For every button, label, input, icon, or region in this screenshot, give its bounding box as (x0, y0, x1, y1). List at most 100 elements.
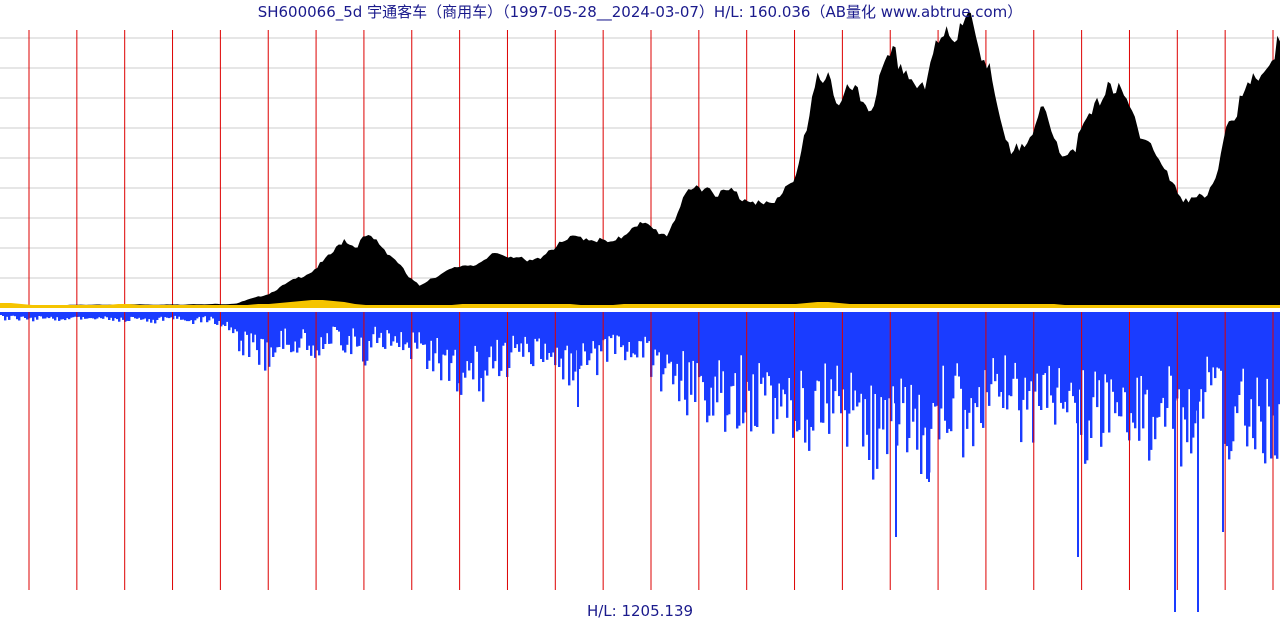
volume-bar (910, 312, 913, 385)
volume-bar (242, 312, 245, 356)
volume-bar (842, 312, 845, 390)
volume-bar (336, 312, 339, 330)
volume-bar (1092, 312, 1095, 398)
volume-bar (164, 312, 167, 318)
volume-bar (408, 312, 411, 348)
volume-bar (762, 312, 765, 378)
volume-bar (1016, 312, 1019, 379)
volume-bar (224, 312, 227, 326)
volume-bar (142, 312, 145, 320)
volume-bar (1026, 312, 1029, 410)
volume-bar (568, 312, 571, 386)
volume-bar (886, 312, 889, 455)
volume-bar (146, 312, 149, 322)
volume-bar (1012, 312, 1015, 379)
volume-bar (492, 312, 495, 369)
volume-bar (960, 312, 963, 389)
volume-bar (70, 312, 73, 318)
volume-bar (598, 312, 601, 346)
volume-bar (1024, 312, 1027, 378)
volume-bar (664, 312, 667, 369)
volume-bar (652, 312, 655, 366)
volume-bar (668, 312, 671, 364)
volume-bar (992, 312, 995, 359)
volume-bar (1064, 312, 1067, 402)
volume-bar (702, 312, 705, 383)
volume-bar (638, 312, 641, 342)
volume-bar (52, 312, 55, 319)
volume-bar (868, 312, 871, 460)
volume-bar (1152, 312, 1155, 417)
volume-bar (172, 312, 175, 320)
volume-bar (180, 312, 183, 320)
volume-spike (928, 312, 930, 482)
volume-bar (456, 312, 459, 392)
volume-bar (350, 312, 353, 355)
volume-bar (14, 312, 17, 317)
volume-bar (1074, 312, 1077, 403)
volume-bar (442, 312, 445, 355)
volume-bar (1030, 312, 1033, 382)
volume-bar (48, 312, 51, 319)
volume-bar (96, 312, 99, 319)
volume-bar (986, 312, 989, 393)
volume-bar (994, 312, 997, 382)
volume-bar (640, 312, 643, 342)
volume-bar (406, 312, 409, 343)
volume-bar (166, 312, 169, 318)
volume-bar (134, 312, 137, 319)
volume-bar (636, 312, 639, 358)
volume-bar (746, 312, 749, 382)
volume-bar (392, 312, 395, 342)
volume-bar (1002, 312, 1005, 408)
volume-bar (872, 312, 875, 480)
volume-bar (656, 312, 659, 356)
volume-bar (1130, 312, 1133, 414)
volume-bar (58, 312, 61, 321)
volume-bar (318, 312, 321, 356)
volume-bar (716, 312, 719, 403)
volume-bar (62, 312, 65, 320)
volume-bar (1062, 312, 1065, 409)
volume-bar (710, 312, 713, 388)
volume-bar (1146, 312, 1149, 390)
volume-bar (976, 312, 979, 408)
volume-bar (1038, 312, 1041, 406)
volume-bar (0, 312, 3, 315)
volume-bar (802, 312, 805, 389)
volume-bar (74, 312, 77, 317)
volume-bar (1206, 312, 1209, 357)
volume-bar (398, 312, 401, 347)
volume-bar (964, 312, 967, 410)
volume-bar (828, 312, 831, 434)
volume-bar (790, 312, 793, 401)
volume-bar (1258, 312, 1261, 407)
volume-bar (488, 312, 491, 358)
volume-bar (314, 312, 317, 358)
volume-bar (1190, 312, 1193, 454)
volume-bar (770, 312, 773, 386)
volume-bar (356, 312, 359, 347)
volume-bar (32, 312, 35, 322)
volume-bar (428, 312, 431, 361)
volume-bar (144, 312, 147, 319)
volume-bar (684, 312, 687, 400)
volume-bar (564, 312, 567, 351)
volume-bar (156, 312, 159, 320)
volume-bar (968, 312, 971, 413)
volume-bar (626, 312, 629, 352)
volume-bar (500, 312, 503, 371)
volume-bar (536, 312, 539, 342)
volume-bar (50, 312, 53, 317)
volume-bar (446, 312, 449, 350)
volume-bar (448, 312, 451, 381)
volume-bar (462, 312, 465, 373)
volume-bar (148, 312, 151, 320)
volume-bar (36, 312, 39, 320)
volume-bar (1036, 312, 1039, 374)
volume-bar (470, 312, 473, 363)
volume-bar (244, 312, 247, 332)
volume-bar (140, 312, 143, 320)
volume-bar (452, 312, 455, 356)
volume-bar (666, 312, 669, 355)
